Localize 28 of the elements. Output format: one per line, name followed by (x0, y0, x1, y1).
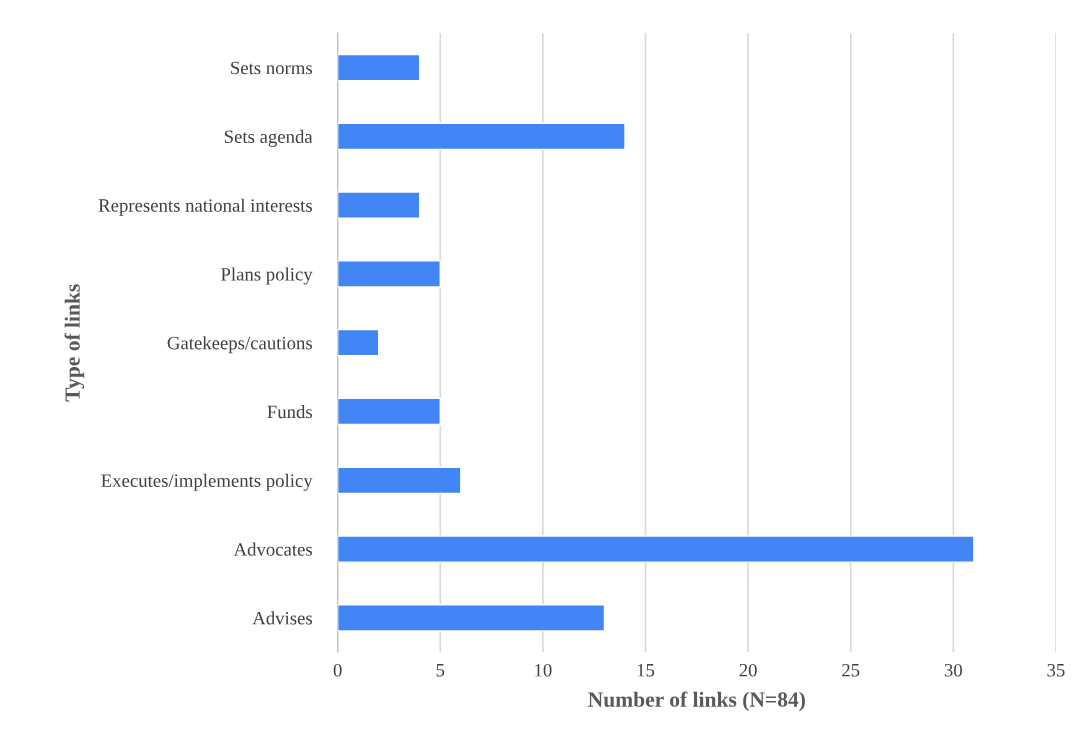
bar (337, 191, 421, 219)
bar (337, 535, 975, 563)
bar (337, 53, 421, 82)
x-tick-label: 20 (739, 663, 757, 677)
bar (337, 604, 606, 632)
y-tick-label: Sets norms (231, 61, 312, 75)
y-tick-label: Gatekeeps/cautions (167, 336, 312, 354)
y-tick-label: Represents national interests (98, 198, 312, 216)
y-tick-label: Executes/implements policy (101, 473, 313, 491)
bar (337, 260, 441, 288)
bar (337, 328, 380, 357)
y-axis-title: Type of links (64, 284, 85, 402)
bar (337, 466, 462, 495)
x-tick-label: 35 (1047, 663, 1065, 677)
y-tick-label: Advises (252, 611, 312, 625)
x-axis-title: Number of links (N=84) (588, 691, 805, 712)
x-tick-label: 0 (333, 663, 342, 677)
x-tick-label: 30 (944, 663, 962, 677)
bar (337, 122, 626, 151)
x-tick-label: 5 (436, 664, 445, 677)
x-tick-label: 10 (535, 663, 552, 677)
bar (337, 397, 441, 426)
y-tick-label: Advocates (233, 542, 312, 556)
x-tick-label: 15 (637, 663, 655, 677)
y-tick-label: Sets agenda (224, 129, 313, 147)
x-tick-label: 25 (842, 663, 860, 677)
y-tick-label: Funds (267, 404, 312, 419)
y-tick-label: Plans policy (221, 267, 313, 285)
